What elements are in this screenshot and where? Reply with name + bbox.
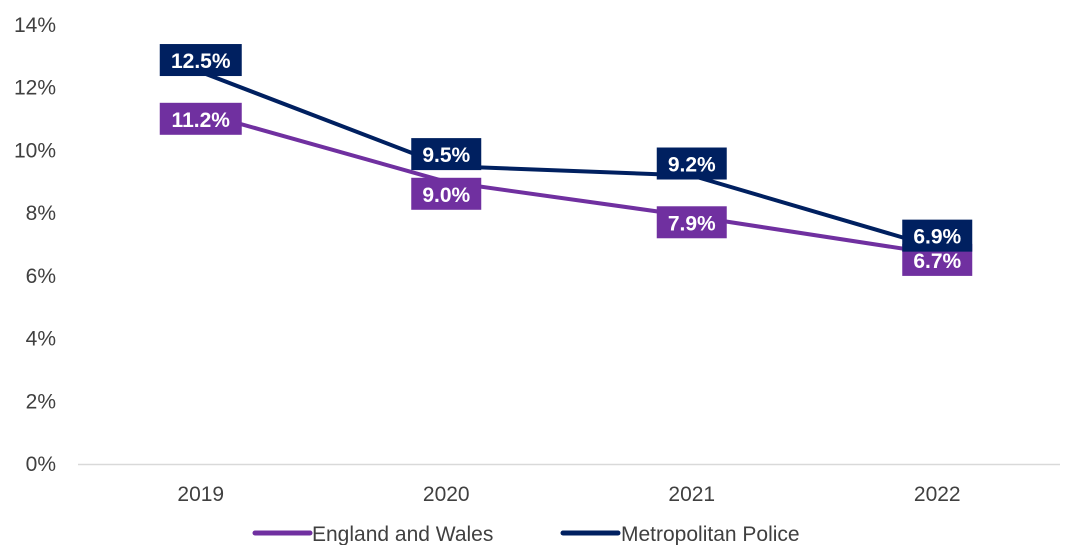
x-tick-label: 2022 <box>914 483 961 506</box>
data-label-text: 9.2% <box>668 154 716 177</box>
y-tick-label: 4% <box>26 328 56 351</box>
y-tick-label: 8% <box>26 202 56 225</box>
data-label: 12.5% <box>159 44 242 77</box>
data-label-text: 9.5% <box>422 144 470 167</box>
data-label: 7.9% <box>656 206 727 239</box>
data-label-text: 9.0% <box>422 184 470 207</box>
data-label: 6.9% <box>902 219 973 252</box>
y-tick-label: 2% <box>26 390 56 413</box>
series-line-england-and-wales <box>198 110 940 256</box>
y-tick-label: 14% <box>14 14 56 37</box>
data-label: 9.0% <box>411 177 482 210</box>
data-label-text: 6.9% <box>913 226 961 249</box>
x-tick-label: 2021 <box>668 483 715 506</box>
legend-label: Metropolitan Police <box>621 523 800 545</box>
data-label-box <box>656 147 727 180</box>
series-layer <box>198 70 940 256</box>
data-label-box <box>411 138 482 171</box>
data-label-box <box>656 206 727 239</box>
y-tick-label: 10% <box>14 139 56 162</box>
data-label-text: 6.7% <box>913 250 961 273</box>
legend: England and Wales Metropolitan Police <box>252 523 800 545</box>
x-tick-label: 2020 <box>423 483 470 506</box>
data-label-box <box>902 219 973 252</box>
axis-layer: 0% 2% 4% 6% 8% 10% 12% 14% 2019 2020 2021 2022 <box>14 14 1060 506</box>
data-label: 9.2% <box>656 147 727 180</box>
data-label-box <box>159 44 242 77</box>
y-tick-label: 12% <box>14 77 56 100</box>
data-label-text: 12.5% <box>171 50 231 73</box>
data-label-text: 11.2% <box>172 109 231 132</box>
x-tick-label: 2019 <box>177 483 224 506</box>
y-tick-label: 0% <box>26 453 56 476</box>
series-line-metropolitan-police <box>198 70 940 250</box>
data-label-box <box>159 102 242 135</box>
legend-item: Metropolitan Police <box>560 523 800 545</box>
legend-item: England and Wales <box>252 523 493 545</box>
data-label-text: 7.9% <box>668 212 716 235</box>
data-label: 9.5% <box>411 138 482 171</box>
legend-label: England and Wales <box>312 523 493 545</box>
y-tick-label: 6% <box>26 265 56 288</box>
data-label-box <box>411 177 482 210</box>
data-label: 11.2% <box>159 102 242 135</box>
data-label-layer: 11.2% 9.0% 7.9% 6.7% 12.5% 9.5% 9.2% 6.9% <box>159 44 973 276</box>
